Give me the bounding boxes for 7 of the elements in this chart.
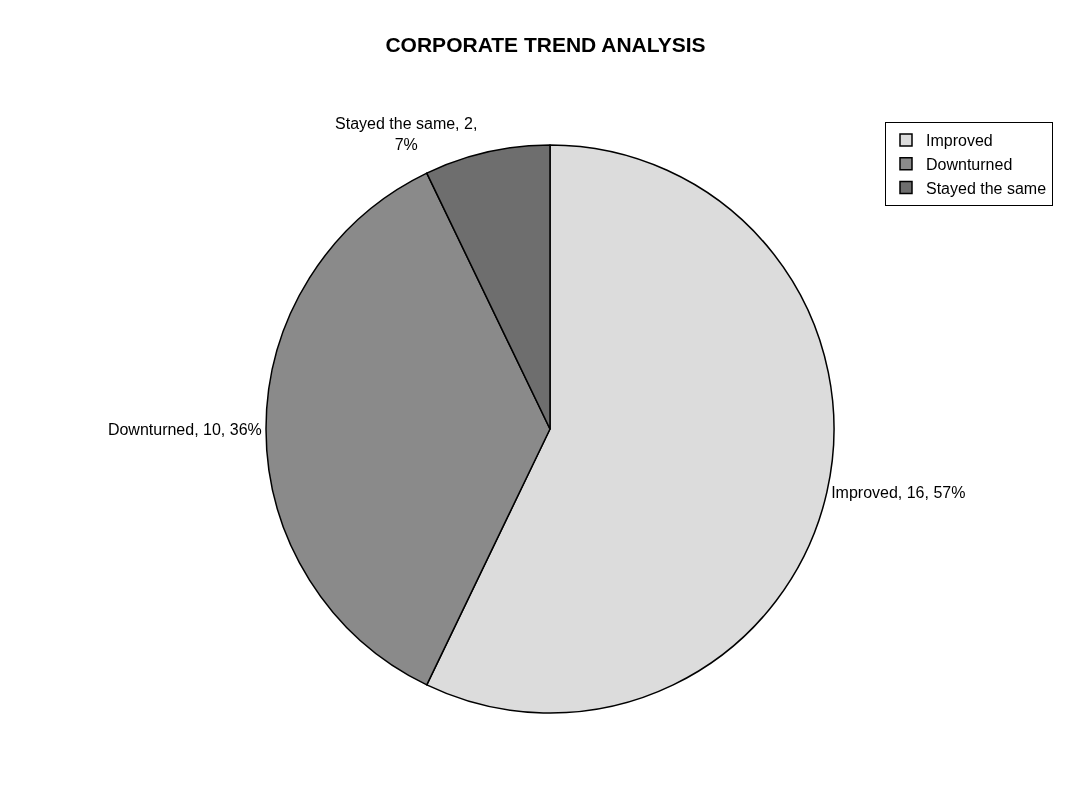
legend-label: Stayed the same [926, 179, 1047, 197]
data-label: Improved, 16, 57% [831, 484, 966, 502]
data-label: Stayed the same, 2, 7% [335, 115, 478, 154]
chart-title: CORPORATE TREND ANALYSIS [385, 33, 706, 57]
data-label: Downturned, 10, 36% [107, 420, 262, 438]
legend-label: Downturned [926, 155, 1013, 173]
legend-label: Improved [926, 132, 993, 150]
